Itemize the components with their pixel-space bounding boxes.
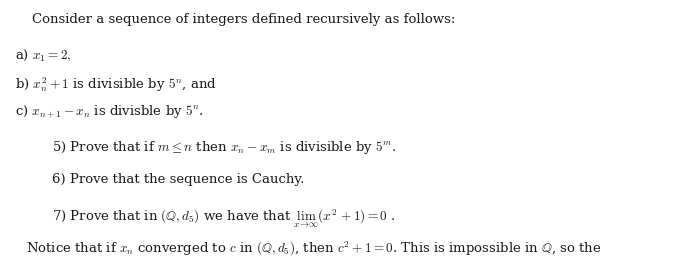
Text: Notice that if $x_n$ converged to $c$ in $(\mathbb{Q}, d_5)$, then $c^2 + 1 = 0$: Notice that if $x_n$ converged to $c$ in…	[26, 240, 601, 258]
Text: 6) Prove that the sequence is Cauchy.: 6) Prove that the sequence is Cauchy.	[52, 173, 305, 186]
Text: a) $x_1 = 2,$: a) $x_1 = 2,$	[15, 48, 72, 64]
Text: 5) Prove that if $m \leq n$ then $x_n - x_m$ is divisible by $5^m$.: 5) Prove that if $m \leq n$ then $x_n - …	[52, 139, 397, 155]
Text: 7) Prove that in $(\mathbb{Q}, d_5)$ we have that $\lim_{x \to \infty} (x^2 + 1): 7) Prove that in $(\mathbb{Q}, d_5)$ we …	[52, 207, 396, 230]
Text: Consider a sequence of integers defined recursively as follows:: Consider a sequence of integers defined …	[32, 13, 455, 26]
Text: b) $x_n^2 + 1$ is divisible by $5^n$, and: b) $x_n^2 + 1$ is divisible by $5^n$, an…	[15, 75, 217, 94]
Text: c) $x_{n+1} - x_n$ is divisble by $5^n$.: c) $x_{n+1} - x_n$ is divisble by $5^n$.	[15, 103, 204, 120]
